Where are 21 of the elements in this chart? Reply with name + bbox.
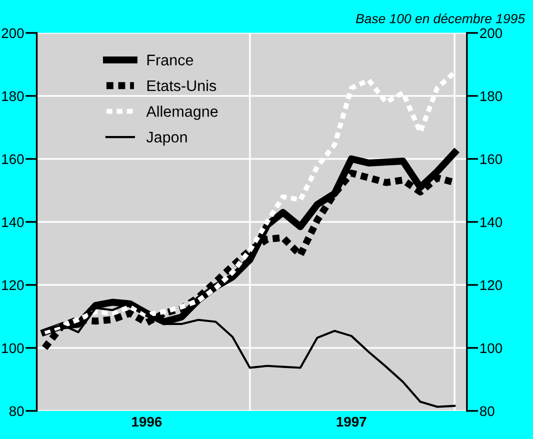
legend-label: Allemagne	[146, 106, 218, 120]
y-tick-label: 200	[2, 28, 24, 38]
legend-label: France	[147, 54, 194, 66]
y2-tick-label: 100	[480, 343, 502, 354]
y-tick-label: 120	[2, 280, 24, 290]
y2-tick-label: 80	[480, 406, 494, 416]
y2-tick-label: 160	[480, 154, 502, 164]
legend-label: Japon	[146, 132, 187, 146]
y-tick-label: 180	[2, 91, 24, 102]
y2-tick-label: 180	[480, 91, 502, 102]
y2-tick-label: 200	[480, 28, 502, 38]
x-tick-label: 1997	[336, 416, 366, 427]
y-tick-label: 140	[2, 217, 24, 228]
y-tick-label: 80	[9, 406, 24, 416]
y2-tick-label: 140	[480, 217, 502, 228]
chart-subtitle: Base 100 en décembre 1995	[356, 13, 526, 24]
x-tick-label: 1996	[132, 416, 162, 427]
y2-tick-label: 120	[480, 280, 502, 290]
y-tick-label: 160	[2, 154, 24, 164]
legend-label: Etats-Unis	[147, 80, 216, 92]
y-tick-label: 100	[2, 343, 24, 354]
